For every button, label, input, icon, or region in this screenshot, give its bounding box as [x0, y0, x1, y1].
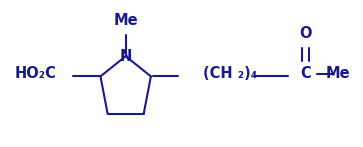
Text: N: N: [119, 49, 132, 64]
Text: C: C: [301, 66, 311, 81]
Text: Me: Me: [113, 13, 138, 28]
Text: (CH ₂)₄: (CH ₂)₄: [203, 66, 257, 81]
Text: O: O: [299, 26, 312, 41]
Text: Me: Me: [326, 66, 351, 81]
Text: HO₂C: HO₂C: [15, 66, 57, 81]
